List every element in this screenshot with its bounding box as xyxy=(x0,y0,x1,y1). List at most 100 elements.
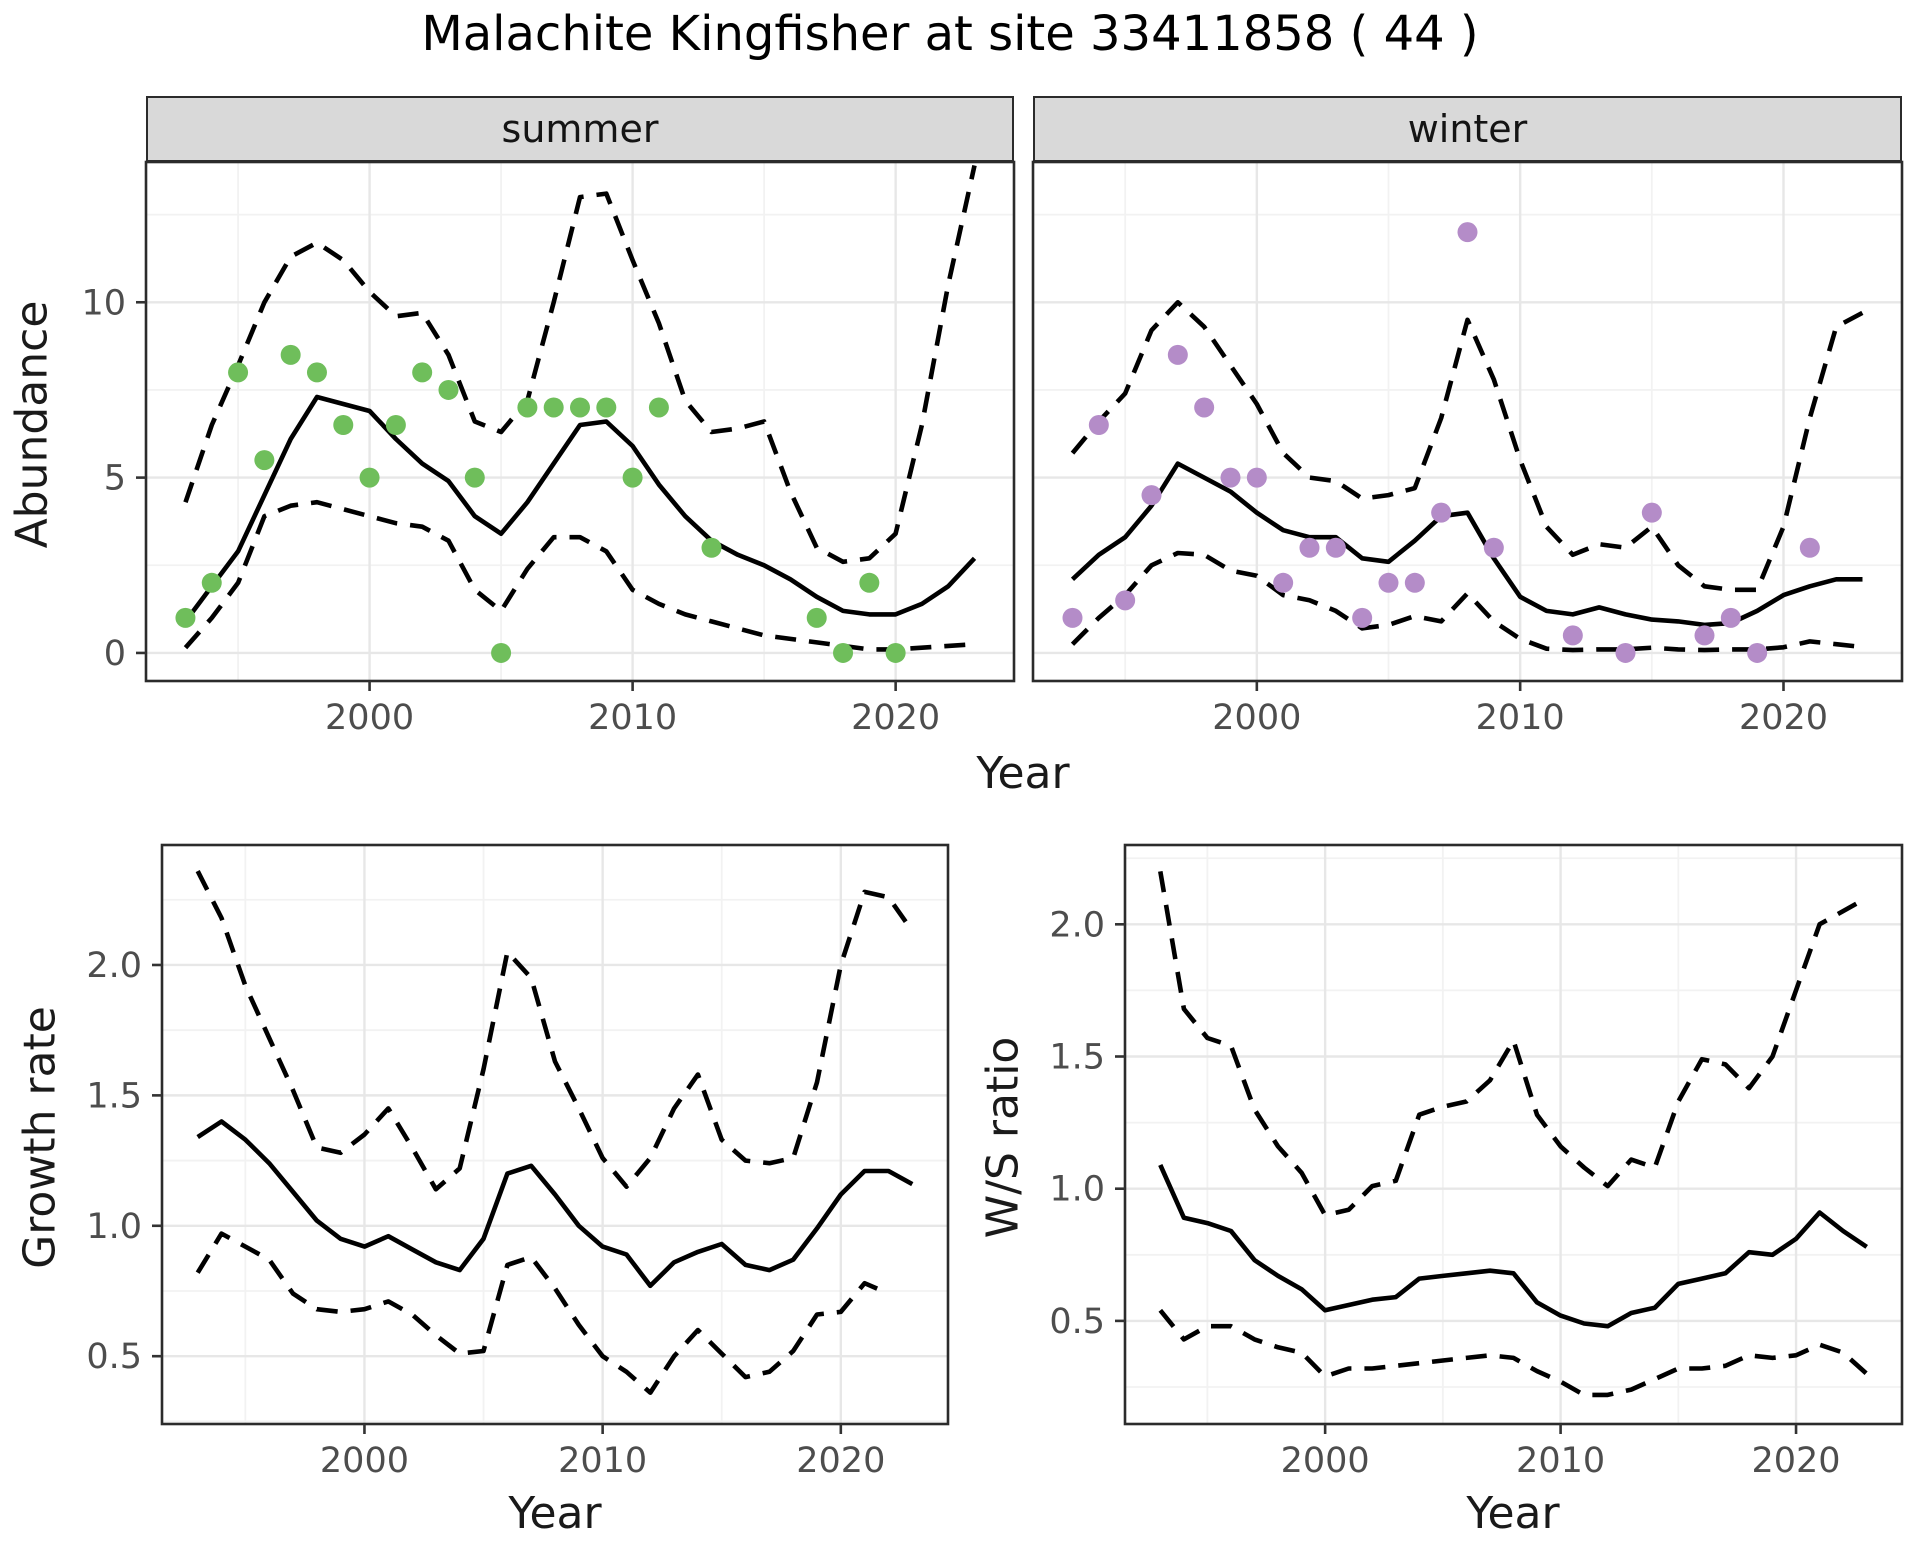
panel-border xyxy=(144,160,1016,683)
upper_ci-line xyxy=(195,870,915,1192)
observed-point xyxy=(306,362,327,383)
upper_ci-line xyxy=(1158,871,1868,1218)
observed-point xyxy=(648,397,669,418)
observed-point xyxy=(1562,625,1583,646)
x-tick-label: 2000 xyxy=(1281,1441,1370,1481)
observed-point xyxy=(622,467,643,488)
y-axis-title-ws-ratio: W/S ratio xyxy=(977,1036,1029,1239)
observed-point xyxy=(596,397,617,418)
median-line xyxy=(196,1119,914,1289)
panel-abundance-summer xyxy=(146,162,1014,681)
lower_ci-line xyxy=(1158,1308,1869,1398)
facet-strip-winter: winter xyxy=(1033,96,1902,162)
y-tick-label: 10 xyxy=(81,283,126,323)
observed-point xyxy=(1641,502,1662,523)
y-tick-label: 1.5 xyxy=(86,1076,142,1116)
observed-point xyxy=(438,379,459,400)
observed-point xyxy=(385,415,406,436)
observed-point xyxy=(1404,572,1425,593)
upper_ci-line xyxy=(183,165,977,565)
panel-border xyxy=(1123,843,1904,1426)
observed-point xyxy=(1720,607,1741,628)
observed-point xyxy=(885,642,906,663)
observed-point xyxy=(464,467,485,488)
observed-point xyxy=(175,607,196,628)
x-axis-title-year-growth: Year xyxy=(508,1488,602,1539)
observed-point xyxy=(491,642,512,663)
observed-point xyxy=(228,362,249,383)
observed-point xyxy=(1378,572,1399,593)
y-tick-label: 0.5 xyxy=(1049,1302,1105,1342)
observed-point xyxy=(1194,397,1215,418)
y-axis-title-abundance: Abundance xyxy=(6,300,58,549)
observed-point xyxy=(1483,537,1504,558)
observed-point xyxy=(1799,537,1820,558)
x-tick-label: 2020 xyxy=(1739,698,1828,738)
x-tick-label: 2010 xyxy=(558,1441,647,1481)
x-tick-label: 2010 xyxy=(1516,1441,1605,1481)
observed-point xyxy=(859,572,880,593)
lower_ci-line xyxy=(195,1231,890,1395)
facet-strip-summer: summer xyxy=(146,96,1014,162)
observed-point xyxy=(1062,607,1083,628)
observed-point xyxy=(1615,642,1636,663)
median-line xyxy=(183,394,977,623)
observed-point xyxy=(1220,467,1241,488)
observed-point xyxy=(280,344,301,365)
x-axis-title-year-top: Year xyxy=(976,748,1070,799)
x-tick-label: 2010 xyxy=(1476,698,1565,738)
panel-border xyxy=(1031,160,1904,683)
observed-point xyxy=(1299,537,1320,558)
y-tick-label: 0.5 xyxy=(86,1337,142,1377)
y-tick-label: 2.0 xyxy=(86,946,142,986)
panel-growth-rate xyxy=(162,845,948,1424)
observed-point xyxy=(1325,537,1346,558)
observed-point xyxy=(1352,607,1373,628)
observed-point xyxy=(833,642,854,663)
facet-strip-summer-label: summer xyxy=(501,107,659,151)
y-axis-title-growth-rate: Growth rate xyxy=(14,1006,66,1269)
observed-point xyxy=(1141,485,1162,506)
x-tick-label: 2020 xyxy=(796,1441,885,1481)
observed-point xyxy=(806,607,827,628)
observed-point xyxy=(1431,502,1452,523)
observed-point xyxy=(1088,415,1109,436)
observed-point xyxy=(1747,642,1768,663)
panel-abundance-winter xyxy=(1033,162,1902,681)
observed-point xyxy=(570,397,590,418)
observed-point xyxy=(1273,572,1294,593)
observed-point xyxy=(517,397,538,418)
observed-point xyxy=(701,537,722,558)
observed-point xyxy=(333,415,354,436)
observed-point xyxy=(1246,467,1267,488)
observed-point xyxy=(359,467,380,488)
observed-point xyxy=(1694,625,1715,646)
panel-ws-ratio xyxy=(1125,845,1902,1424)
plot-title: Malachite Kingfisher at site 33411858 ( … xyxy=(421,6,1479,62)
x-tick-label: 2020 xyxy=(851,698,940,738)
observed-point xyxy=(543,397,564,418)
observed-point xyxy=(1115,590,1136,611)
median-line xyxy=(1158,1163,1868,1329)
panel-border xyxy=(160,843,950,1426)
facet-strip-winter-label: winter xyxy=(1407,107,1528,151)
x-tick-label: 2000 xyxy=(320,1441,409,1481)
observed-point xyxy=(1457,222,1478,243)
x-tick-label: 2000 xyxy=(1212,698,1301,738)
x-tick-label: 2020 xyxy=(1752,1441,1841,1481)
observed-point xyxy=(201,572,222,593)
x-tick-label: 2010 xyxy=(588,698,677,738)
observed-point xyxy=(254,450,275,471)
y-tick-label: 2.0 xyxy=(1049,905,1105,945)
x-tick-label: 2000 xyxy=(325,698,414,738)
y-tick-label: 1.5 xyxy=(1049,1038,1105,1078)
upper_ci-line xyxy=(1070,299,1864,593)
observed-point xyxy=(1167,344,1188,365)
y-tick-label: 1.0 xyxy=(1049,1170,1105,1210)
x-axis-title-year-ws: Year xyxy=(1466,1488,1560,1539)
y-tick-label: 5 xyxy=(104,459,126,499)
y-tick-label: 1.0 xyxy=(86,1207,142,1247)
observed-point xyxy=(412,362,433,383)
